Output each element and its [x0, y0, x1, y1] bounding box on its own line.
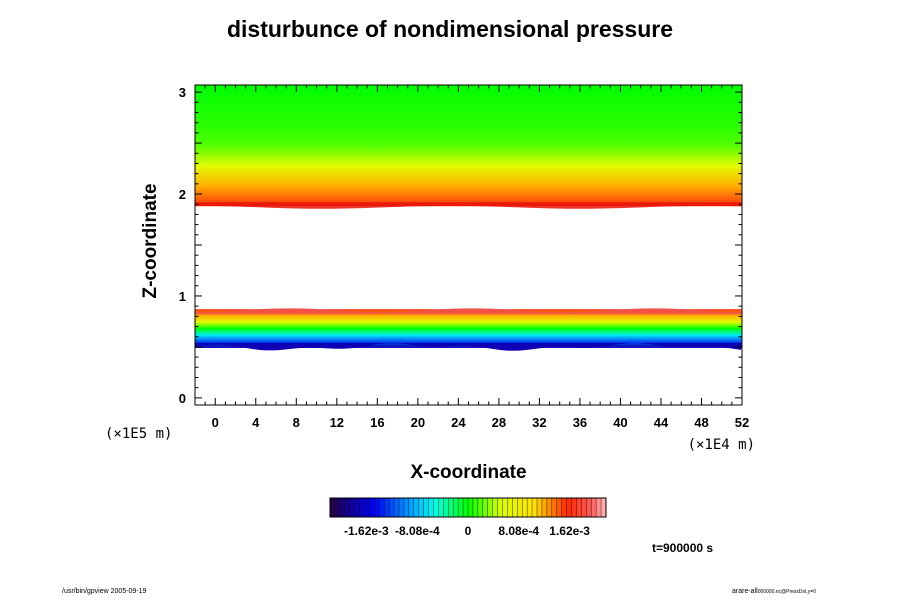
colorbar-cell	[453, 498, 459, 517]
y-tick-label: 1	[179, 289, 186, 304]
colorbar-tick-label: 0	[465, 524, 472, 538]
colorbar-cell	[463, 498, 469, 517]
x-axis-title: X-coordinate	[410, 462, 526, 483]
colorbar-cell	[394, 498, 400, 517]
colorbar-cell	[330, 498, 336, 517]
colorbar-cell	[379, 498, 385, 517]
colorbar-cell	[522, 498, 528, 517]
colorbar-cell	[492, 498, 498, 517]
x-tick-label: 28	[492, 415, 506, 430]
footer-right: arare-all000000.nc@PressDst,y=0	[732, 588, 816, 595]
colorbar-cell	[512, 498, 518, 517]
colorbar-cell	[596, 498, 602, 517]
colorbar-cell	[591, 498, 597, 517]
x-tick-label: 8	[293, 415, 300, 430]
colorbar-cell	[507, 498, 513, 517]
colorbar-cell	[369, 498, 375, 517]
colorbar-cell	[359, 498, 365, 517]
plot-area	[195, 85, 742, 351]
upper-band-edge	[195, 202, 742, 209]
x-tick-label: 4	[252, 415, 260, 430]
colorbar-cell	[443, 498, 449, 517]
x-unit-label: (×1E4 m)	[688, 437, 755, 453]
colorbar-cell	[428, 498, 434, 517]
colorbar-cell	[546, 498, 553, 517]
lower-band	[195, 309, 742, 348]
upper-band	[195, 85, 742, 207]
footer-left: /usr/bin/gpview 2005-09-19	[62, 588, 147, 595]
y-unit-label: (×1E5 m)	[105, 426, 172, 442]
colorbar-cell	[497, 498, 503, 517]
time-label: t=900000 s	[652, 541, 714, 555]
colorbar-tick-label: 8.08e-4	[498, 524, 539, 538]
colorbar-cell	[384, 498, 390, 517]
colorbar-cell	[408, 498, 415, 517]
chart-title: disturbunce of nondimensional pressure	[226, 16, 673, 42]
y-axis-title: Z-coordinate	[140, 183, 161, 298]
colorbar-cell	[349, 498, 355, 517]
x-tick-label: 36	[573, 415, 587, 430]
lower-band-edge	[195, 342, 742, 351]
lower-band-top-edge	[195, 308, 742, 315]
colorbar-cell	[344, 498, 351, 517]
colorbar-cell	[571, 498, 577, 517]
colorbar-cell	[433, 498, 439, 517]
colorbar-cell	[487, 498, 493, 517]
colorbar-frame	[329, 497, 607, 518]
footer-right-small: 000000.nc@PressDst,y=0	[757, 589, 816, 595]
colorbar-cell	[561, 498, 567, 517]
colorbar-tick-label: -8.08e-4	[395, 524, 440, 538]
y-tick-label: 0	[179, 391, 186, 406]
x-tick-label: 0	[212, 415, 219, 430]
colorbar-cell	[354, 498, 360, 517]
colorbar-cell	[403, 498, 410, 517]
y-tick-label: 2	[179, 187, 186, 202]
colorbar-cell	[399, 498, 405, 517]
colorbar-cell	[532, 498, 538, 517]
colorbar-cell	[576, 498, 582, 517]
colorbar-cell	[541, 498, 548, 517]
colorbar-cell	[413, 498, 420, 517]
colorbar-tick-label: 1.62e-3	[549, 524, 590, 538]
colorbar-cell	[517, 498, 523, 517]
colorbar-cell	[537, 498, 543, 517]
colorbar-cell	[566, 498, 572, 517]
colorbar-cell	[438, 498, 444, 517]
colorbar-cell	[477, 498, 484, 517]
x-tick-label: 12	[330, 415, 344, 430]
x-tick-label: 16	[370, 415, 384, 430]
x-tick-label: 52	[735, 415, 749, 430]
colorbar-cell	[448, 498, 454, 517]
colorbar-cell	[389, 498, 395, 517]
axes: 0 4 8 12 16 20 24 28 32 36 40 44 48 520123X-coordinat…	[105, 84, 755, 483]
colorbar-cell	[364, 498, 370, 517]
colorbar-cell	[334, 498, 341, 517]
x-tick-label: 20	[411, 415, 425, 430]
colorbar-cell	[551, 498, 558, 517]
x-tick-label: 40	[613, 415, 627, 430]
x-tick-label: 48	[694, 415, 708, 430]
colorbar-cell	[472, 498, 479, 517]
colorbar-cell	[527, 498, 533, 517]
colorbar-tick-label: -1.62e-3	[344, 524, 389, 538]
colorbar-cell	[468, 498, 474, 517]
footer-right-main: arare-all	[732, 588, 758, 595]
colorbar-cell	[482, 498, 489, 517]
x-tick-label: 24	[451, 415, 466, 430]
colorbar: -1.62e-3 -8.08e-4 0 8.08e-4 1.62e-3	[329, 497, 607, 538]
colorbar-cell	[458, 498, 464, 517]
y-tick-label: 3	[179, 85, 186, 100]
colorbar-cell	[423, 498, 429, 517]
colorbar-cell	[601, 498, 607, 517]
colorbar-cell	[418, 498, 424, 517]
x-tick-label: 32	[532, 415, 546, 430]
x-tick-label: 44	[654, 415, 669, 430]
colorbar-cell	[556, 498, 562, 517]
colorbar-cell	[502, 498, 508, 517]
colorbar-cell	[374, 498, 380, 517]
colorbar-cell	[586, 498, 592, 517]
colorbar-cell	[581, 498, 587, 517]
colorbar-cell	[339, 498, 346, 517]
